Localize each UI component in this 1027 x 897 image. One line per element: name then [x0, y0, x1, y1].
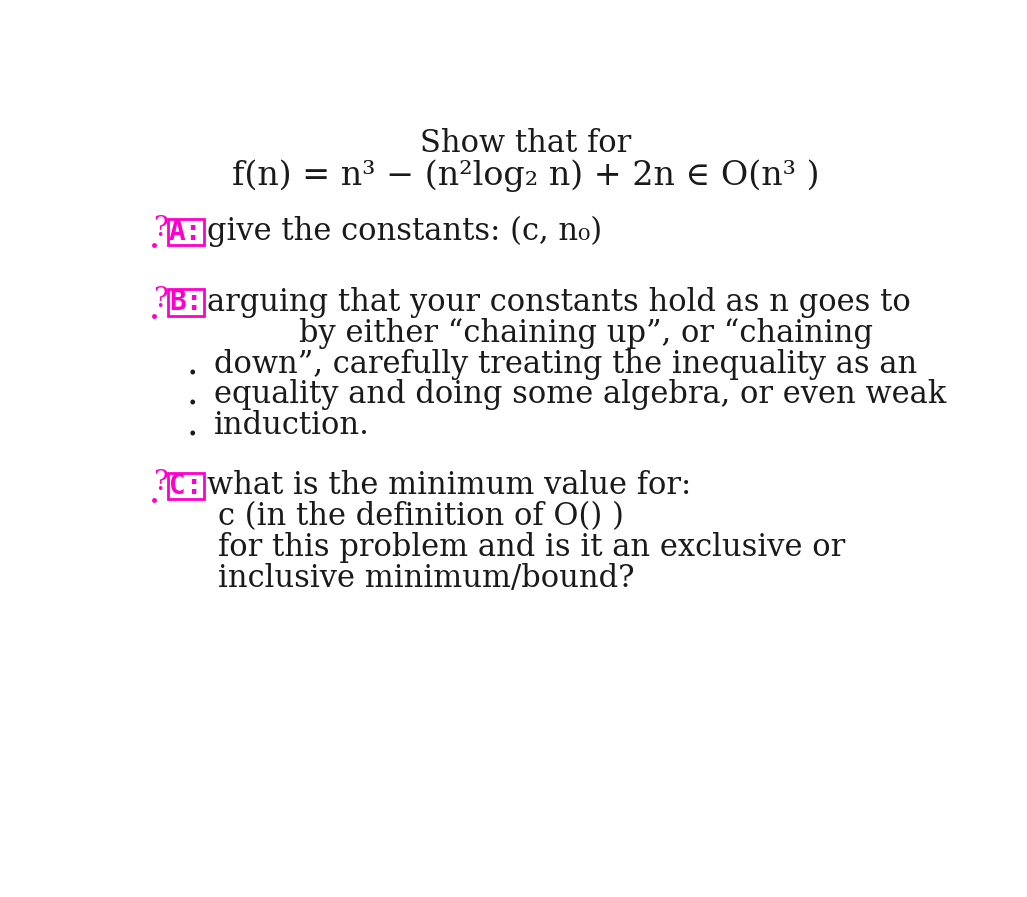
Text: ?: ?	[153, 215, 168, 242]
Text: ?: ?	[153, 469, 168, 496]
Text: by either “chaining up”, or “chaining: by either “chaining up”, or “chaining	[299, 318, 873, 349]
Text: down”, carefully treating the inequality as an: down”, carefully treating the inequality…	[214, 349, 917, 379]
Text: equality and doing some algebra, or even weak: equality and doing some algebra, or even…	[214, 379, 946, 410]
Text: C:: C:	[169, 472, 202, 500]
Text: ?: ?	[153, 286, 168, 313]
Text: .: .	[186, 347, 197, 381]
Text: induction.: induction.	[214, 410, 370, 441]
Text: .: .	[186, 378, 197, 412]
Text: B:: B:	[169, 289, 202, 317]
Text: f(n) = n³ − (n²log₂ n) + 2n ∈ O(n³ ): f(n) = n³ − (n²log₂ n) + 2n ∈ O(n³ )	[232, 160, 820, 193]
Text: inclusive minimum/bound?: inclusive minimum/bound?	[218, 562, 634, 594]
Text: Show that for: Show that for	[420, 128, 632, 160]
Text: c (in the definition of O() ): c (in the definition of O() )	[218, 501, 623, 532]
Text: A:: A:	[169, 218, 202, 246]
Text: for this problem and is it an exclusive or: for this problem and is it an exclusive …	[218, 532, 845, 562]
Text: give the constants: (c, n₀): give the constants: (c, n₀)	[207, 216, 603, 248]
Text: what is the minimum value for:: what is the minimum value for:	[207, 470, 691, 501]
Text: arguing that your constants hold as n goes to: arguing that your constants hold as n go…	[207, 287, 911, 318]
Text: .: .	[186, 409, 197, 442]
